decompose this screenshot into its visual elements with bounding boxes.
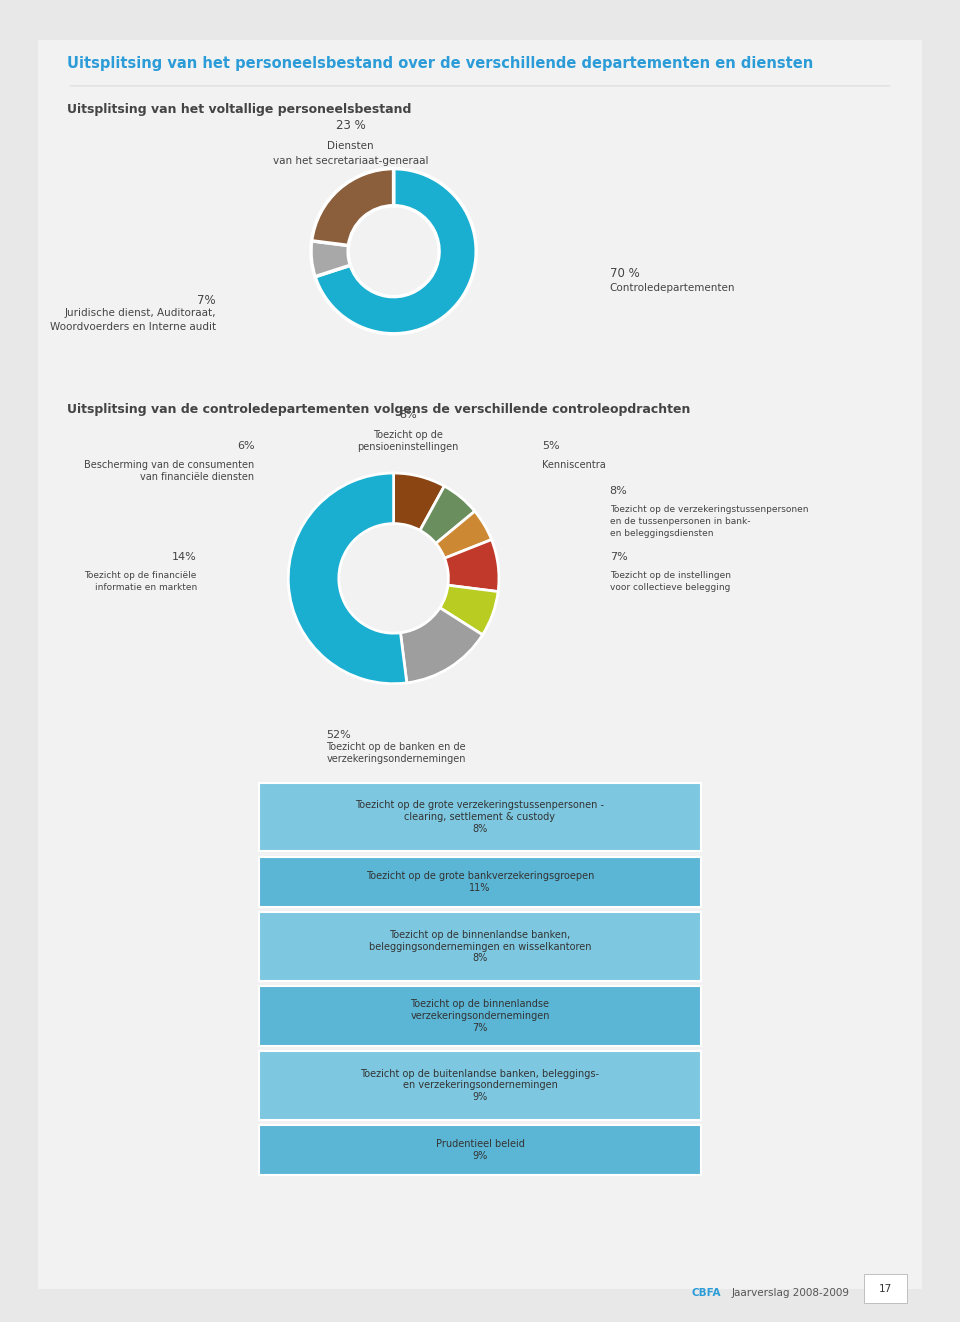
Text: 52%: 52% <box>326 730 351 740</box>
Text: Uitsplitsing van het personeelsbestand over de verschillende departementen en di: Uitsplitsing van het personeelsbestand o… <box>67 56 813 70</box>
Text: Uitsplitsing van de controledepartementen volgens de verschillende controleopdra: Uitsplitsing van de controledepartemente… <box>67 403 690 416</box>
Text: Toezicht op de binnenlandse banken,
beleggingsondernemingen en wisselkantoren
8%: Toezicht op de binnenlandse banken, bele… <box>369 929 591 964</box>
Text: CBFA: CBFA <box>691 1288 721 1298</box>
Text: 6%: 6% <box>237 440 254 451</box>
Text: verzekeringsondernemingen: verzekeringsondernemingen <box>326 754 466 764</box>
Wedge shape <box>444 539 499 591</box>
Text: 7%: 7% <box>198 293 216 307</box>
Text: Juridische dienst, Auditoraat,: Juridische dienst, Auditoraat, <box>64 308 216 319</box>
Wedge shape <box>436 512 492 558</box>
Text: Toezicht op de verzekeringstussenpersonen: Toezicht op de verzekeringstussenpersone… <box>610 505 808 514</box>
Wedge shape <box>288 473 407 683</box>
Text: pensioeninstellingen: pensioeninstellingen <box>357 442 459 452</box>
Text: van het secretariaat-generaal: van het secretariaat-generaal <box>273 156 428 167</box>
Text: Toezicht op de: Toezicht op de <box>373 430 443 440</box>
Text: voor collectieve belegging: voor collectieve belegging <box>610 583 730 592</box>
Text: Toezicht op de financiële: Toezicht op de financiële <box>84 571 197 580</box>
Text: Diensten: Diensten <box>327 141 373 152</box>
Text: Toezicht op de grote bankverzekeringsgroepen
11%: Toezicht op de grote bankverzekeringsgro… <box>366 871 594 892</box>
Text: van financiële diensten: van financiële diensten <box>140 472 254 483</box>
Text: Prudentieel beleid
9%: Prudentieel beleid 9% <box>436 1140 524 1161</box>
Text: en beleggingsdiensten: en beleggingsdiensten <box>610 529 713 538</box>
Text: Toezicht op de banken en de: Toezicht op de banken en de <box>326 742 466 752</box>
Text: Woordvoerders en Interne audit: Woordvoerders en Interne audit <box>50 321 216 332</box>
Text: informatie en markten: informatie en markten <box>94 583 197 592</box>
Text: 70 %: 70 % <box>610 267 639 280</box>
Text: Kenniscentra: Kenniscentra <box>542 460 606 471</box>
Text: Toezicht op de buitenlandse banken, beleggings-
en verzekeringsondernemingen
9%: Toezicht op de buitenlandse banken, bele… <box>361 1068 599 1103</box>
Text: 14%: 14% <box>172 551 197 562</box>
Wedge shape <box>312 169 394 246</box>
Text: en de tussenpersonen in bank-: en de tussenpersonen in bank- <box>610 517 750 526</box>
Text: 8%: 8% <box>610 485 627 496</box>
Text: Toezicht op de instellingen: Toezicht op de instellingen <box>610 571 731 580</box>
Wedge shape <box>394 473 444 530</box>
Text: Controledepartementen: Controledepartementen <box>610 283 735 293</box>
Text: 8%: 8% <box>399 410 417 420</box>
Text: Jaarverslag 2008-2009: Jaarverslag 2008-2009 <box>732 1288 850 1298</box>
Wedge shape <box>315 169 476 333</box>
Text: Toezicht op de grote verzekeringstussenpersonen -
clearing, settlement & custody: Toezicht op de grote verzekeringstussenp… <box>355 800 605 834</box>
Text: 17: 17 <box>879 1284 892 1294</box>
Text: 23 %: 23 % <box>336 119 365 132</box>
Text: 7%: 7% <box>610 551 627 562</box>
Wedge shape <box>400 608 483 683</box>
Text: Uitsplitsing van het voltallige personeelsbestand: Uitsplitsing van het voltallige personee… <box>67 103 412 116</box>
Text: 5%: 5% <box>542 440 560 451</box>
Text: Toezicht op de binnenlandse
verzekeringsondernemingen
7%: Toezicht op de binnenlandse verzekerings… <box>410 999 550 1032</box>
Text: Bescherming van de consumenten: Bescherming van de consumenten <box>84 460 254 471</box>
Wedge shape <box>420 486 475 543</box>
Wedge shape <box>311 241 350 276</box>
Wedge shape <box>440 586 498 635</box>
